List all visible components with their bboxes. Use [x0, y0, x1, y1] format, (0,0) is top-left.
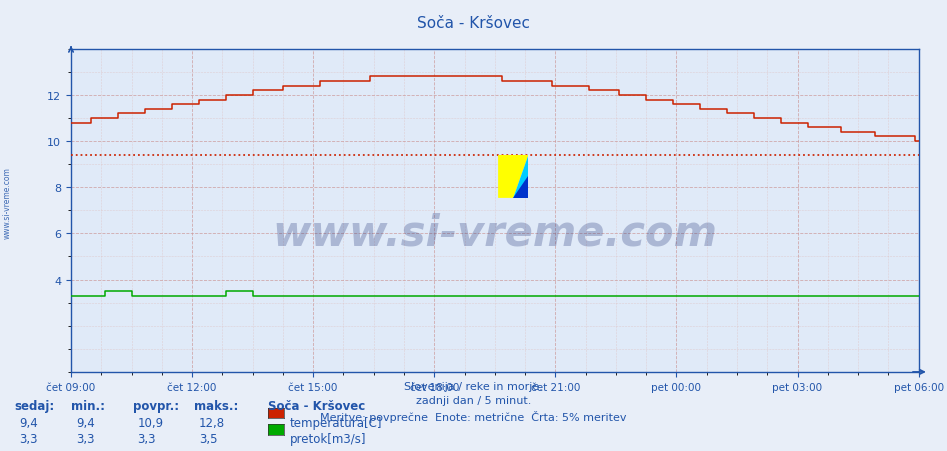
Text: 3,3: 3,3: [76, 432, 95, 445]
Text: zadnji dan / 5 minut.: zadnji dan / 5 minut.: [416, 396, 531, 405]
Text: Soča - Kršovec: Soča - Kršovec: [417, 16, 530, 31]
Text: www.si-vreme.com: www.si-vreme.com: [3, 167, 12, 239]
Text: 3,3: 3,3: [19, 432, 38, 445]
Text: maks.:: maks.:: [194, 399, 239, 412]
Polygon shape: [513, 156, 528, 198]
Text: 9,4: 9,4: [76, 416, 95, 429]
Text: Meritve: povprečne  Enote: metrične  Črta: 5% meritev: Meritve: povprečne Enote: metrične Črta:…: [320, 410, 627, 422]
Text: 12,8: 12,8: [199, 416, 225, 429]
Text: sedaj:: sedaj:: [14, 399, 55, 412]
Text: 3,3: 3,3: [137, 432, 156, 445]
Text: www.si-vreme.com: www.si-vreme.com: [273, 212, 717, 254]
Text: min.:: min.:: [71, 399, 105, 412]
Text: 10,9: 10,9: [137, 416, 164, 429]
Text: 3,5: 3,5: [199, 432, 218, 445]
Polygon shape: [513, 177, 528, 198]
Text: Slovenija / reke in morje.: Slovenija / reke in morje.: [404, 381, 543, 391]
Text: pretok[m3/s]: pretok[m3/s]: [290, 433, 366, 446]
Text: temperatura[C]: temperatura[C]: [290, 416, 383, 429]
Text: povpr.:: povpr.:: [133, 399, 179, 412]
Polygon shape: [498, 156, 528, 198]
Text: Soča - Kršovec: Soča - Kršovec: [268, 399, 366, 412]
Text: 9,4: 9,4: [19, 416, 38, 429]
